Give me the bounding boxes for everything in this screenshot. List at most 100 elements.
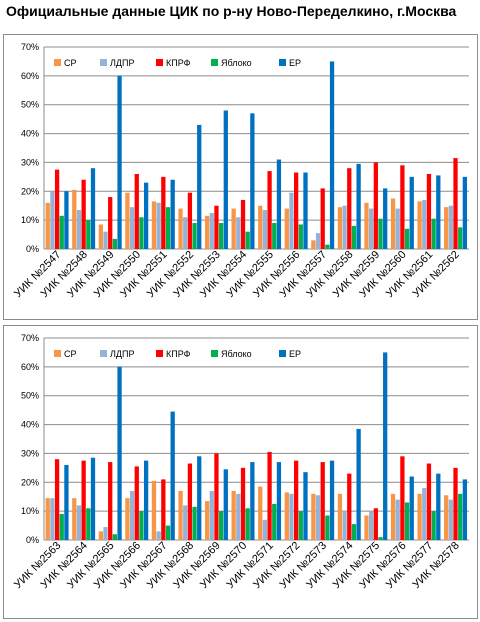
chart-2-bar — [458, 493, 463, 540]
chart-1-bar — [462, 176, 468, 249]
chart-1-bar — [404, 228, 410, 249]
chart-2-bar — [50, 498, 55, 540]
chart-1-bar — [400, 165, 405, 249]
chart-2-legend-swatch — [279, 350, 286, 357]
chart-2-bar — [431, 511, 436, 540]
chart-1-bar — [373, 162, 378, 249]
chart-2-legend-swatch — [54, 350, 61, 357]
chart-2-bar — [436, 473, 441, 540]
chart-2-bar — [64, 464, 69, 540]
chart-2-bar — [337, 493, 343, 540]
chart-1-bar — [151, 201, 157, 249]
chart-2-bar — [204, 501, 210, 540]
chart-1-bar — [108, 197, 113, 249]
chart-2-bar — [134, 466, 139, 540]
chart-2-bar — [329, 460, 335, 540]
chart-1-bar — [444, 207, 449, 249]
chart-2-bar — [231, 490, 236, 540]
chart-2-legend-swatch — [156, 350, 163, 357]
chart-2-bar — [426, 463, 432, 540]
chart-1-bar — [383, 188, 388, 249]
chart-1-bar — [236, 217, 241, 249]
chart-2-bar — [315, 495, 321, 540]
chart-2-bar — [250, 462, 255, 540]
chart-1-bar — [431, 218, 436, 249]
chart-2-bar — [236, 493, 241, 540]
chart-1-bar — [303, 172, 308, 249]
chart-2-bar — [262, 519, 268, 540]
chart-2-bar — [448, 499, 453, 540]
chart-2-bar — [453, 467, 458, 540]
chart-1-bar — [183, 217, 188, 249]
chart-2-bar — [356, 428, 361, 540]
chart-1-bar — [298, 224, 303, 249]
chart-1-bar — [422, 199, 427, 249]
chart-2-bar — [125, 498, 130, 540]
chart-2-legend-swatch — [211, 350, 218, 357]
chart-2-legend-label: ЛДПР — [110, 349, 134, 359]
chart-1-bar — [72, 189, 77, 249]
chart-2-bar — [383, 352, 388, 540]
chart-1-bar — [218, 223, 224, 249]
chart-1-ytick-label: 50% — [21, 100, 39, 110]
chart-2-bar — [139, 511, 144, 540]
chart-1-legend-label: СР — [64, 58, 77, 68]
chart-1-bar — [276, 159, 282, 249]
chart-2-bar — [404, 502, 410, 540]
chart-2-bar — [462, 479, 468, 540]
chart-2-bar — [214, 453, 219, 540]
chart-2-bar — [72, 498, 77, 540]
chart-1-bar — [351, 225, 357, 249]
chart-1-bar — [45, 202, 50, 249]
chart-2-bar — [422, 488, 427, 540]
chart-2-bar — [298, 511, 303, 540]
chart-2-bar — [165, 525, 171, 540]
chart-1-bar — [417, 201, 422, 249]
chart-1-bar — [81, 179, 86, 249]
chart-2-bar — [364, 515, 369, 540]
chart-2-legend-swatch — [100, 350, 107, 357]
chart-1-bar — [170, 179, 175, 249]
page-title: Официальные данные ЦИК по р-ну Ново-Пере… — [6, 3, 457, 19]
chart-2-bar — [156, 531, 161, 540]
chart-2-bar — [90, 457, 96, 540]
chart-1-bar — [378, 218, 383, 249]
chart-1-bar — [369, 208, 374, 249]
chart-2-bar — [45, 498, 50, 540]
chart-1-bar — [315, 233, 321, 249]
chart-1-bar — [342, 205, 347, 249]
chart-1-bar — [214, 205, 219, 249]
chart-2-bar — [284, 492, 289, 540]
chart-2-bar — [373, 508, 378, 540]
chart-2-bar — [409, 476, 414, 540]
chart-2-ytick-label: 0% — [26, 535, 39, 545]
chart-2-bar — [192, 506, 197, 540]
chart-1-bar — [134, 173, 139, 249]
chart-1-bar — [311, 240, 316, 249]
chart-1-legend-swatch — [54, 59, 61, 66]
chart-1-bar — [209, 212, 214, 249]
chart-1-bar — [187, 192, 193, 249]
chart-1-bar — [320, 188, 325, 249]
chart-2-bar — [54, 459, 60, 540]
chart-2-bar — [351, 524, 357, 540]
chart-1-bar — [165, 207, 171, 249]
chart-1-bar — [240, 199, 246, 249]
chart-1-legend-label: ЕР — [289, 58, 301, 68]
chart-1-legend-swatch — [156, 59, 163, 66]
chart-2-bar — [342, 511, 347, 540]
chart-1-bar — [453, 158, 458, 249]
chart-1-ytick-label: 10% — [21, 215, 39, 225]
chart-2-bar — [59, 514, 64, 540]
chart-2-bar — [369, 511, 374, 540]
chart-2-bar — [112, 534, 118, 540]
chart-2-bar — [245, 508, 250, 540]
chart-1-legend-label: КПРФ — [166, 58, 191, 68]
chart-1-bar — [139, 217, 144, 249]
chart-1-bar — [448, 205, 453, 249]
chart-2-ytick-label: 70% — [21, 333, 39, 343]
chart-2-bar — [143, 460, 149, 540]
chart-2-bar — [417, 493, 422, 540]
